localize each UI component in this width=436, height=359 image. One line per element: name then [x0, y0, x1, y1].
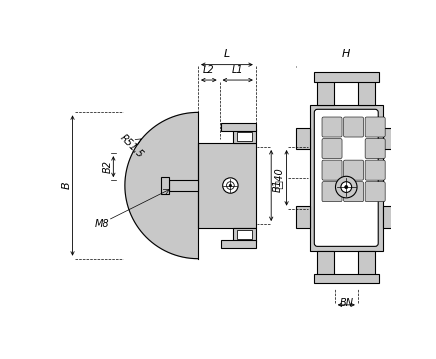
- FancyBboxPatch shape: [322, 182, 342, 202]
- Bar: [233, 228, 256, 242]
- Bar: [383, 206, 397, 228]
- Bar: [296, 128, 310, 149]
- FancyBboxPatch shape: [322, 117, 342, 137]
- Bar: [358, 251, 375, 278]
- Bar: [221, 240, 256, 248]
- Bar: [310, 105, 383, 251]
- Text: B: B: [62, 182, 72, 189]
- Bar: [221, 123, 256, 131]
- FancyBboxPatch shape: [365, 139, 385, 159]
- FancyBboxPatch shape: [365, 160, 385, 180]
- Bar: [198, 143, 256, 228]
- FancyBboxPatch shape: [344, 117, 364, 137]
- Bar: [161, 177, 169, 194]
- Circle shape: [229, 185, 232, 187]
- Text: □40: □40: [274, 167, 284, 189]
- Circle shape: [345, 186, 348, 188]
- Text: L2: L2: [203, 65, 215, 75]
- FancyBboxPatch shape: [322, 139, 342, 159]
- Bar: [383, 128, 397, 149]
- FancyBboxPatch shape: [344, 182, 364, 202]
- Text: L: L: [224, 49, 230, 59]
- Bar: [233, 129, 256, 143]
- FancyBboxPatch shape: [322, 160, 342, 180]
- Bar: [169, 180, 198, 191]
- Bar: [296, 206, 310, 228]
- Circle shape: [341, 182, 352, 192]
- Text: M8: M8: [95, 219, 109, 229]
- Bar: [358, 78, 375, 105]
- Text: R51,5: R51,5: [118, 133, 146, 160]
- Text: L1: L1: [232, 65, 244, 75]
- Circle shape: [335, 176, 357, 198]
- Bar: [237, 132, 252, 141]
- Text: H: H: [342, 49, 351, 59]
- Polygon shape: [125, 112, 198, 259]
- Bar: [317, 251, 334, 278]
- FancyBboxPatch shape: [365, 117, 385, 137]
- Bar: [317, 78, 334, 105]
- Text: B2: B2: [103, 160, 113, 173]
- Text: BN: BN: [339, 298, 353, 308]
- FancyBboxPatch shape: [365, 182, 385, 202]
- FancyBboxPatch shape: [344, 160, 364, 180]
- Circle shape: [223, 178, 238, 193]
- Bar: [237, 230, 252, 239]
- Circle shape: [227, 182, 234, 190]
- FancyBboxPatch shape: [314, 109, 378, 246]
- Text: B1: B1: [272, 179, 283, 192]
- Bar: [313, 73, 379, 81]
- Bar: [313, 274, 379, 283]
